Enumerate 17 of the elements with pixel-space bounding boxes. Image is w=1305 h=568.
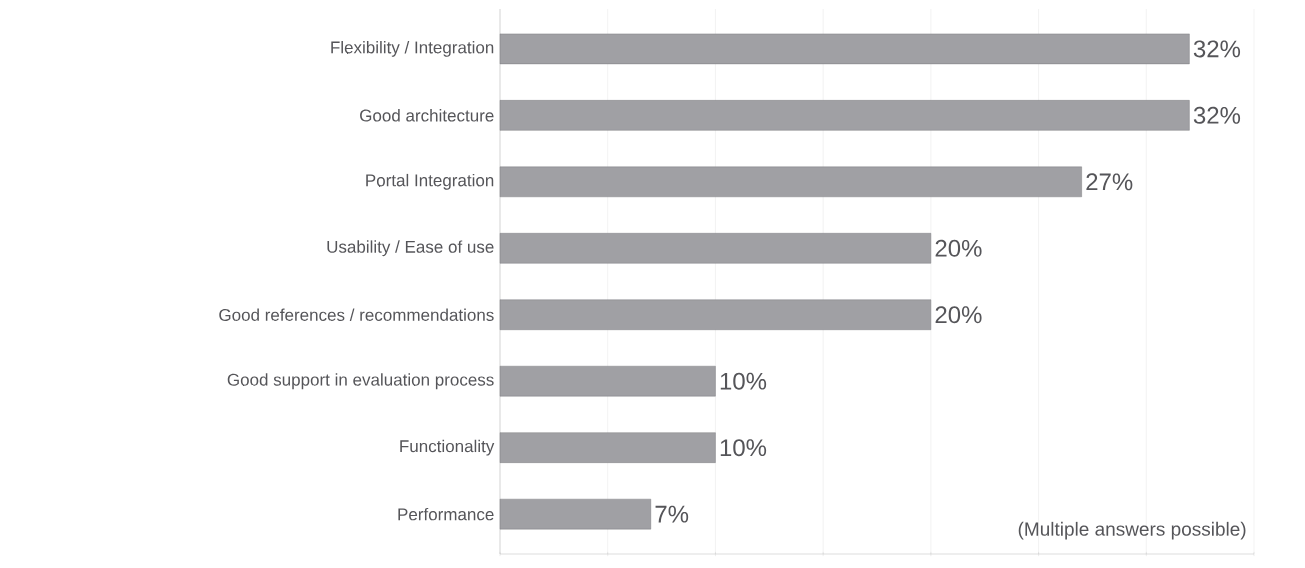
y-tick-label: Flexibility / Integration xyxy=(331,40,494,57)
data-label: 20% xyxy=(935,306,982,324)
y-tick-label: Good architecture xyxy=(360,109,494,122)
data-label: 7% xyxy=(655,505,689,523)
data-label: 10% xyxy=(720,439,767,457)
data-label: 20% xyxy=(935,239,982,257)
y-tick-label: Usability / Ease of use xyxy=(327,240,494,257)
y-tick-label: Good support in evaluation process xyxy=(227,373,494,390)
y-tick-label: Functionality xyxy=(400,439,495,456)
annotation: (Multiple answers possible) xyxy=(1018,521,1246,540)
y-tick-label: Portal Integration xyxy=(366,173,494,190)
data-label: 10% xyxy=(720,372,767,390)
data-label: 32% xyxy=(1193,40,1241,58)
data-label: 32% xyxy=(1193,106,1241,124)
y-tick-label: Good references / recommendations xyxy=(219,308,494,321)
y-tick-label: Performance xyxy=(398,507,494,521)
data-label: 27% xyxy=(1086,173,1133,191)
